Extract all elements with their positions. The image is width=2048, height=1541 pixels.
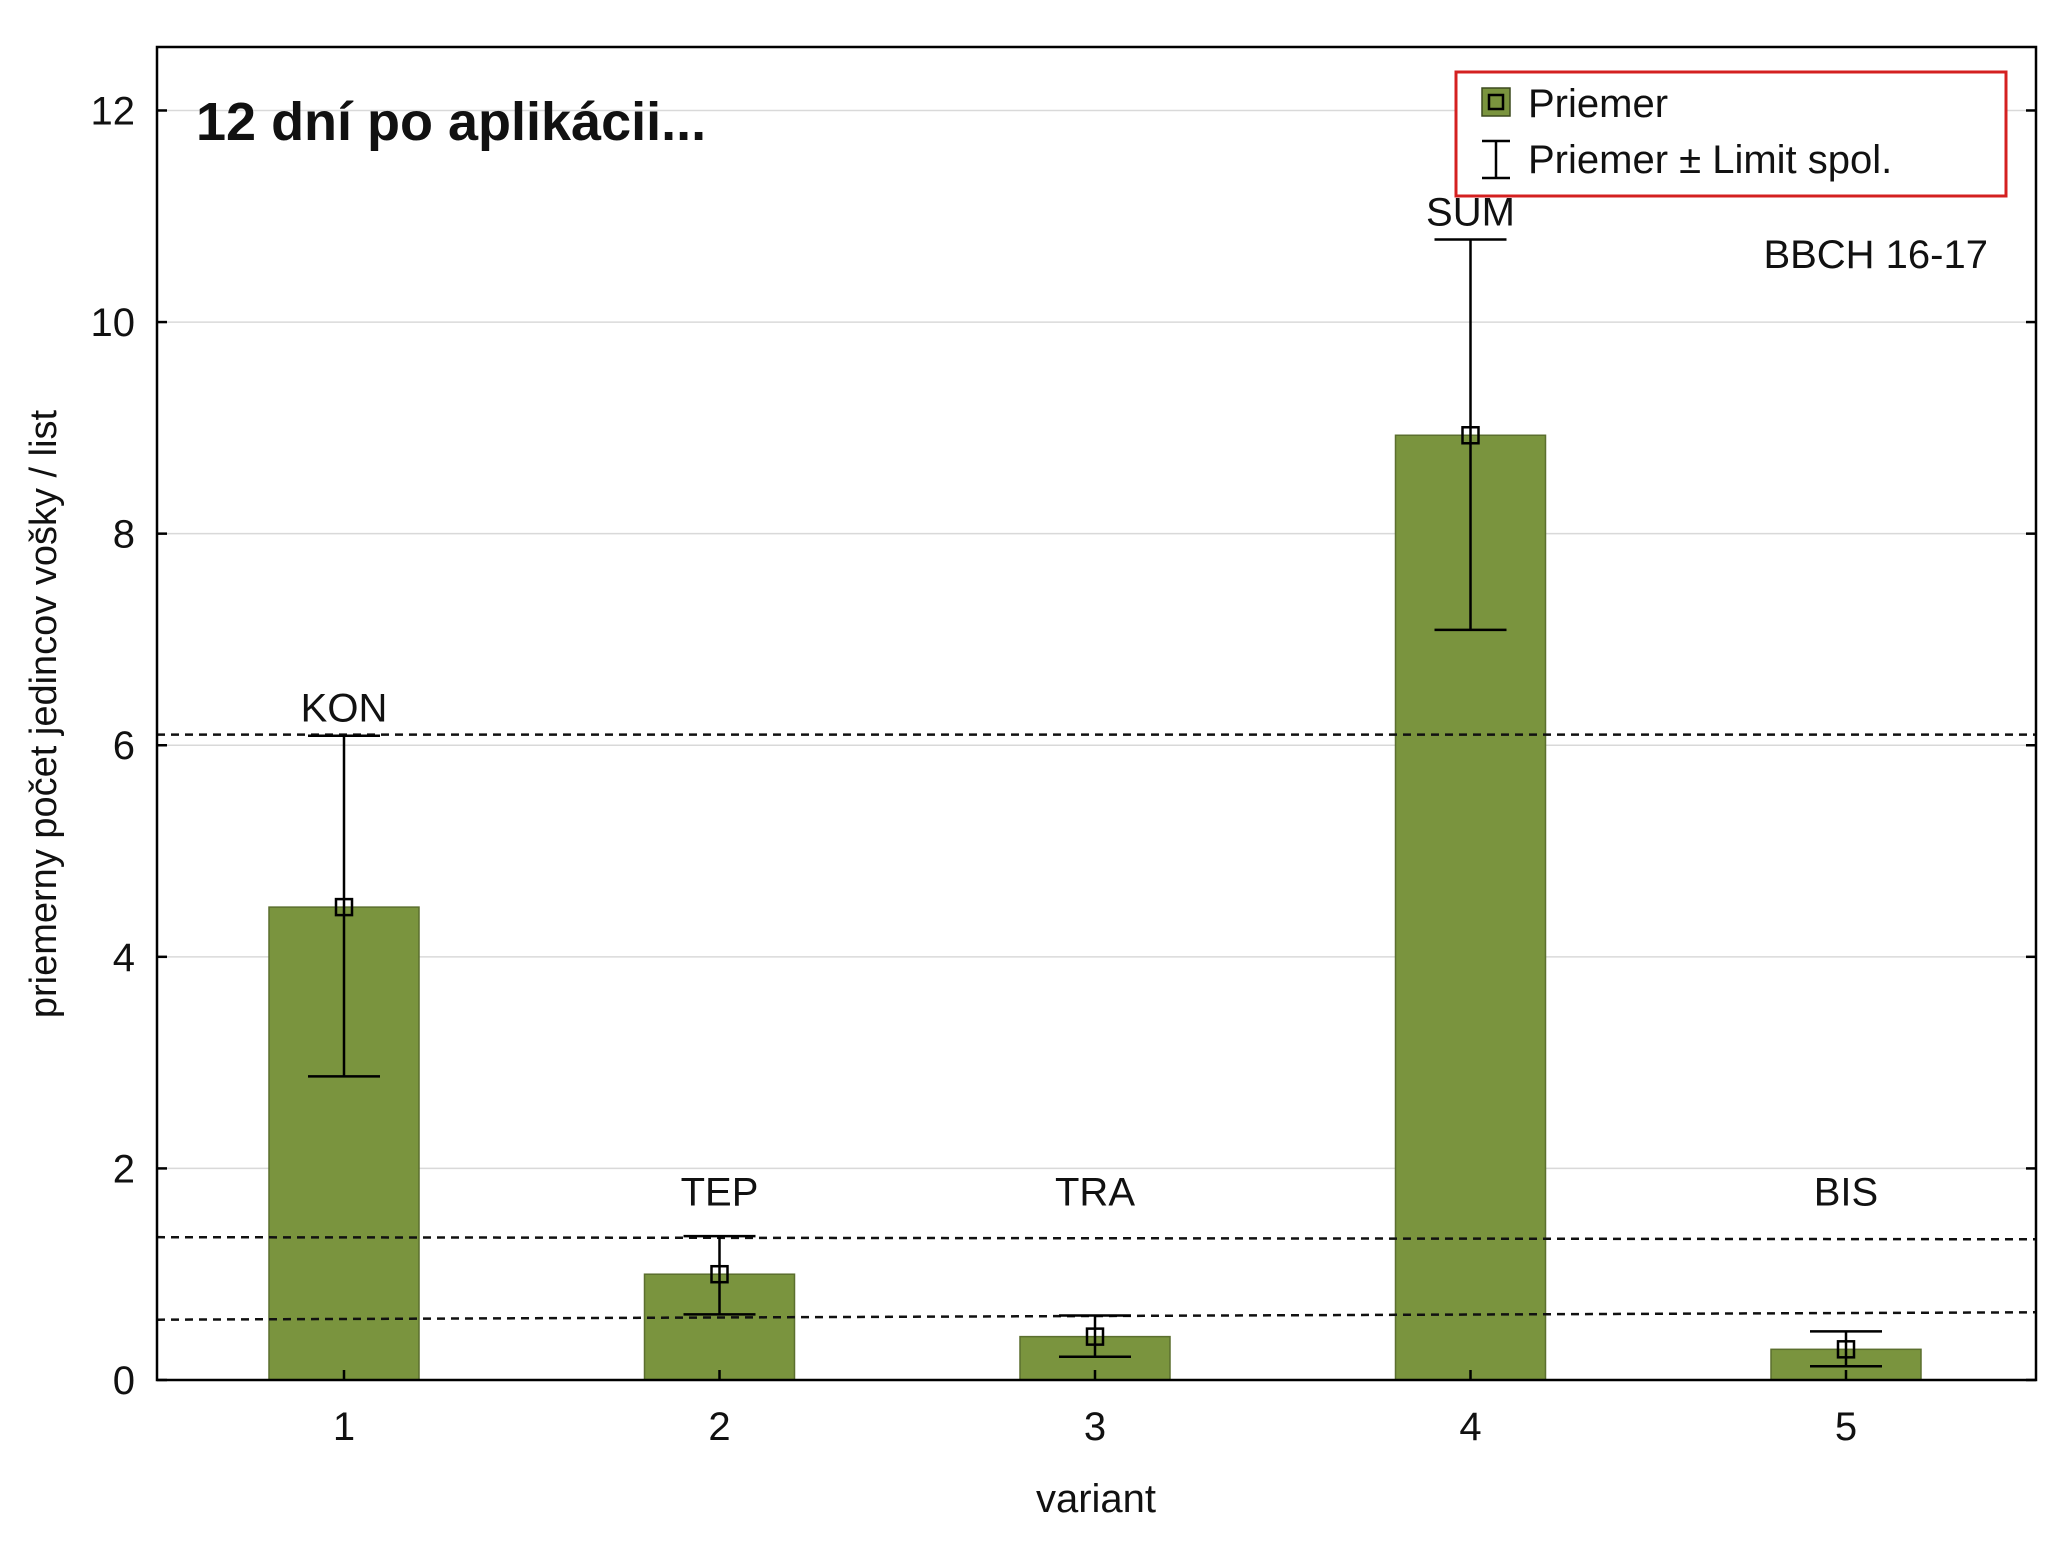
legend: Priemer Priemer ± Limit spol. — [1454, 70, 2008, 198]
y-axis-label: priemerny počet jedincov vošky / list — [23, 409, 65, 1018]
x-tick-label: 2 — [708, 1405, 730, 1449]
x-axis-label: variant — [1036, 1477, 1156, 1521]
mean-marker — [1836, 1340, 1856, 1359]
reference-lines — [156, 733, 2037, 1321]
y-tick-label: 12 — [91, 89, 136, 133]
reference-line — [156, 1235, 2037, 1241]
bar-label: SUM — [1426, 191, 1515, 235]
bar-label: TRA — [1055, 1170, 1135, 1214]
bar-label: KON — [301, 687, 388, 731]
x-tick-label: 5 — [1835, 1405, 1857, 1449]
x-axis-ticks: 1 2 3 4 5 — [333, 1370, 1857, 1449]
legend-marker-mean — [1487, 93, 1505, 111]
y-tick-label: 10 — [91, 301, 136, 345]
legend-box — [1454, 70, 2008, 198]
y-tick-label: 6 — [113, 724, 135, 768]
x-tick-label: 4 — [1459, 1405, 1481, 1449]
legend-label-ci: Priemer ± Limit spol. — [1528, 138, 1892, 182]
bar-label: BIS — [1814, 1170, 1878, 1214]
mean-marker — [334, 897, 354, 917]
mean-marker — [1461, 426, 1480, 445]
y-axis-ticks: 0 2 4 6 8 10 12 — [91, 89, 2036, 1403]
legend-swatch-mean — [1481, 87, 1511, 117]
bar-label: TEP — [681, 1170, 759, 1214]
chart-title: 12 dní po aplikácii... — [196, 92, 706, 152]
x-tick-label: 1 — [333, 1405, 355, 1449]
plot-frame — [155, 45, 2038, 1382]
error-bars — [308, 238, 1882, 1368]
gridlines — [157, 109, 2036, 1170]
mean-marker — [1085, 1327, 1105, 1346]
y-tick-label: 4 — [113, 936, 135, 980]
bar-labels: KON TEP TRA SUM BIS — [301, 191, 1879, 1215]
y-tick-label: 0 — [113, 1359, 135, 1403]
y-tick-label: 8 — [113, 513, 135, 557]
mean-marker — [710, 1264, 729, 1284]
legend-label-mean: Priemer — [1528, 82, 1668, 126]
x-tick-label: 3 — [1084, 1405, 1106, 1449]
legend-errorbar-icon — [1482, 139, 1510, 180]
chart-annotation: BBCH 16-17 — [1763, 233, 1988, 277]
y-tick-label: 2 — [113, 1147, 135, 1191]
